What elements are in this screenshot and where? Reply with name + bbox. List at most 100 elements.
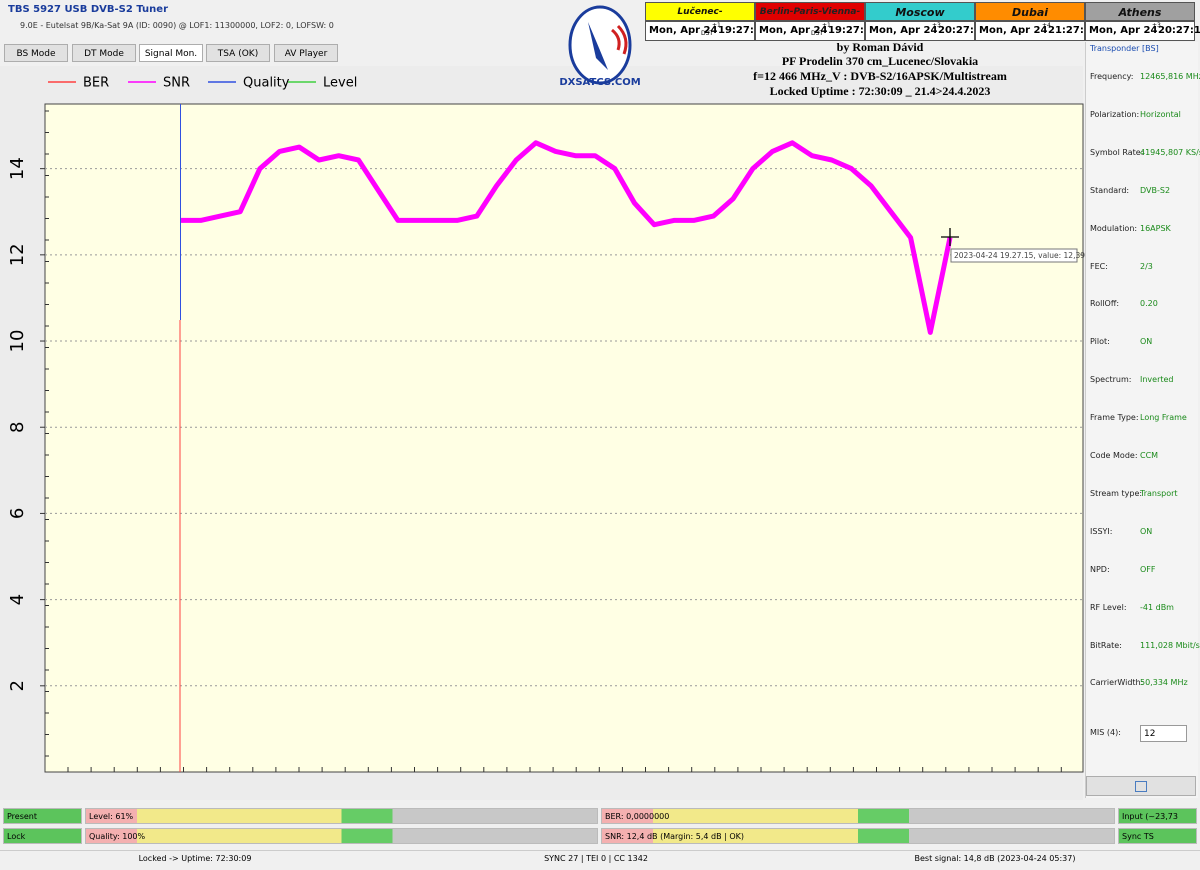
field-label: MIS (4): <box>1090 728 1121 737</box>
field-value: 41945,807 KS/s <box>1140 147 1200 157</box>
field-label: Pilot: <box>1090 337 1110 347</box>
field-label: Modulation: <box>1090 223 1138 233</box>
transponder-panel <box>1085 42 1198 798</box>
clock-name: Moscow <box>865 2 975 21</box>
field-label: NPD: <box>1090 564 1110 574</box>
field-label: ISSYI: <box>1090 526 1113 536</box>
legend-label: BER <box>83 76 109 91</box>
overlay-text: Locked Uptime : 72:30:09 _ 21.4>24.4.202… <box>770 84 991 98</box>
plot-area <box>44 103 1084 773</box>
status-text: SYNC 27 | TEI 0 | CC 1342 <box>544 854 648 863</box>
field-value: Horizontal <box>1140 109 1181 119</box>
clock-offset: +3 <box>1152 22 1161 29</box>
app-subtitle: 9.0E - Eutelsat 9B/Ka-Sat 9A (ID: 0090) … <box>20 21 334 30</box>
field-value: Transport <box>1140 488 1178 498</box>
logo-ring <box>568 5 632 85</box>
field-value: Inverted <box>1140 375 1174 385</box>
clock-time: 21:27:16 <box>1048 25 1098 36</box>
tab[interactable]: Signal Mon. <box>139 44 203 62</box>
clock-time: 19:27:16 <box>828 25 878 36</box>
snr-line <box>181 140 953 335</box>
clock-dst: DST <box>701 30 714 37</box>
field-label: RollOff: <box>1090 299 1120 309</box>
tooltip-box <box>950 248 1078 263</box>
clock-name: Berlin-Paris-Vienna-Belgrade <box>755 2 865 36</box>
clock-time: 20:27:16 <box>938 25 988 36</box>
field-value: 2/3 <box>1140 261 1153 271</box>
tooltip-text: 2023-04-24 19.27.15, value: 12,399999618… <box>954 251 1138 260</box>
clock-date: Mon, Apr 24 <box>979 25 1048 36</box>
field-value: 111,028 Mbit/s <box>1140 640 1200 650</box>
mis-select[interactable]: 12 <box>1140 725 1187 742</box>
clock-name: Athens <box>1085 2 1195 21</box>
logo-dish <box>588 22 608 70</box>
overlay-text: PF Prodelin 370 cm_Lucenec/Slovakia <box>782 54 978 68</box>
status-indicator: Present <box>3 808 82 824</box>
legend-label: SNR <box>163 76 190 91</box>
clock-body <box>865 21 975 41</box>
clock-body <box>975 21 1085 41</box>
field-label: Spectrum: <box>1090 375 1132 385</box>
y-tick-label: 14 <box>7 157 28 180</box>
field-label: Stream type: <box>1090 488 1143 498</box>
field-value: 12465,816 MHz <box>1140 72 1200 81</box>
field-label: Frequency: <box>1090 72 1134 81</box>
field-value: 50,334 MHz <box>1140 678 1188 688</box>
clock-time: 19:27:16 <box>718 25 768 36</box>
clock-offset: +1 <box>712 22 721 29</box>
field-value: ON <box>1140 337 1153 347</box>
status-text: Locked -> Uptime: 72:30:09 <box>138 854 252 863</box>
tab[interactable]: AV Player <box>274 44 338 62</box>
field-label: Standard: <box>1090 185 1130 195</box>
field-value: Long Frame <box>1140 413 1187 423</box>
cursor-cross <box>941 228 959 246</box>
signal-bar: Quality: 100% <box>85 828 598 844</box>
legend-label: Level <box>323 76 357 91</box>
field-value: ON <box>1140 526 1153 536</box>
y-tick-label: 4 <box>7 594 28 605</box>
legend-label: Quality <box>243 76 290 91</box>
field-value: 16APSK <box>1140 223 1171 233</box>
field-label: FEC: <box>1090 261 1108 271</box>
clock-name: Dubai <box>975 2 1085 21</box>
field-value: CCM <box>1140 451 1159 460</box>
tab[interactable]: TSA (OK) <box>206 44 270 62</box>
clock-offset: +3 <box>932 22 941 29</box>
status-indicator: Sync TS <box>1118 828 1197 844</box>
button-icon <box>1135 781 1147 792</box>
field-value: 0.20 <box>1140 299 1158 309</box>
tab[interactable]: BS Mode <box>4 44 68 62</box>
logo-text: DXSATCS.COM <box>559 77 640 88</box>
clock-dst: DST <box>811 30 824 37</box>
field-value: OFF <box>1140 564 1156 574</box>
status-text: Best signal: 14,8 dB (2023-04-24 05:37) <box>914 854 1076 863</box>
clock-body <box>645 21 755 41</box>
y-tick-label: 6 <box>7 508 28 519</box>
overlay-text: f=12 466 MHz_V : DVB-S2/16APSK/Multistre… <box>753 69 1007 83</box>
clock-date: Mon, Apr 24 <box>1089 25 1158 36</box>
status-indicator: Input (~23,73 Mbps) <box>1118 808 1197 837</box>
field-label: Frame Type: <box>1090 413 1139 423</box>
logo-waves <box>611 24 628 55</box>
clock-offset: +4 <box>1042 22 1051 29</box>
status-indicator: Lock <box>3 828 82 844</box>
field-value: -41 dBm <box>1140 602 1174 612</box>
transponder-title: Transponder [BS] <box>1090 44 1159 53</box>
field-label: Code Mode: <box>1090 451 1138 460</box>
tab[interactable]: DT Mode <box>72 44 136 62</box>
y-tick-label: 10 <box>7 330 28 353</box>
status-bar <box>0 850 1200 870</box>
clock-date: Mon, Apr 24 <box>649 25 718 36</box>
field-label: Symbol Rate: <box>1090 147 1144 157</box>
clock-body <box>755 21 865 41</box>
signal-bar: SNR: 12,4 dB (Margin: 5,4 dB | OK) <box>601 828 1115 844</box>
field-label: RF Level: <box>1090 602 1127 612</box>
overlay-text: by Roman Dávid <box>837 40 924 54</box>
panel-button[interactable] <box>1086 776 1196 796</box>
clock-date: Mon, Apr 24 <box>759 25 828 36</box>
field-label: CarrierWidth: <box>1090 678 1144 688</box>
clock-body <box>1085 21 1195 41</box>
y-tick-label: 2 <box>7 680 28 691</box>
clock-name: Lučenec-Slovakia_R.Dávid <box>645 2 755 36</box>
